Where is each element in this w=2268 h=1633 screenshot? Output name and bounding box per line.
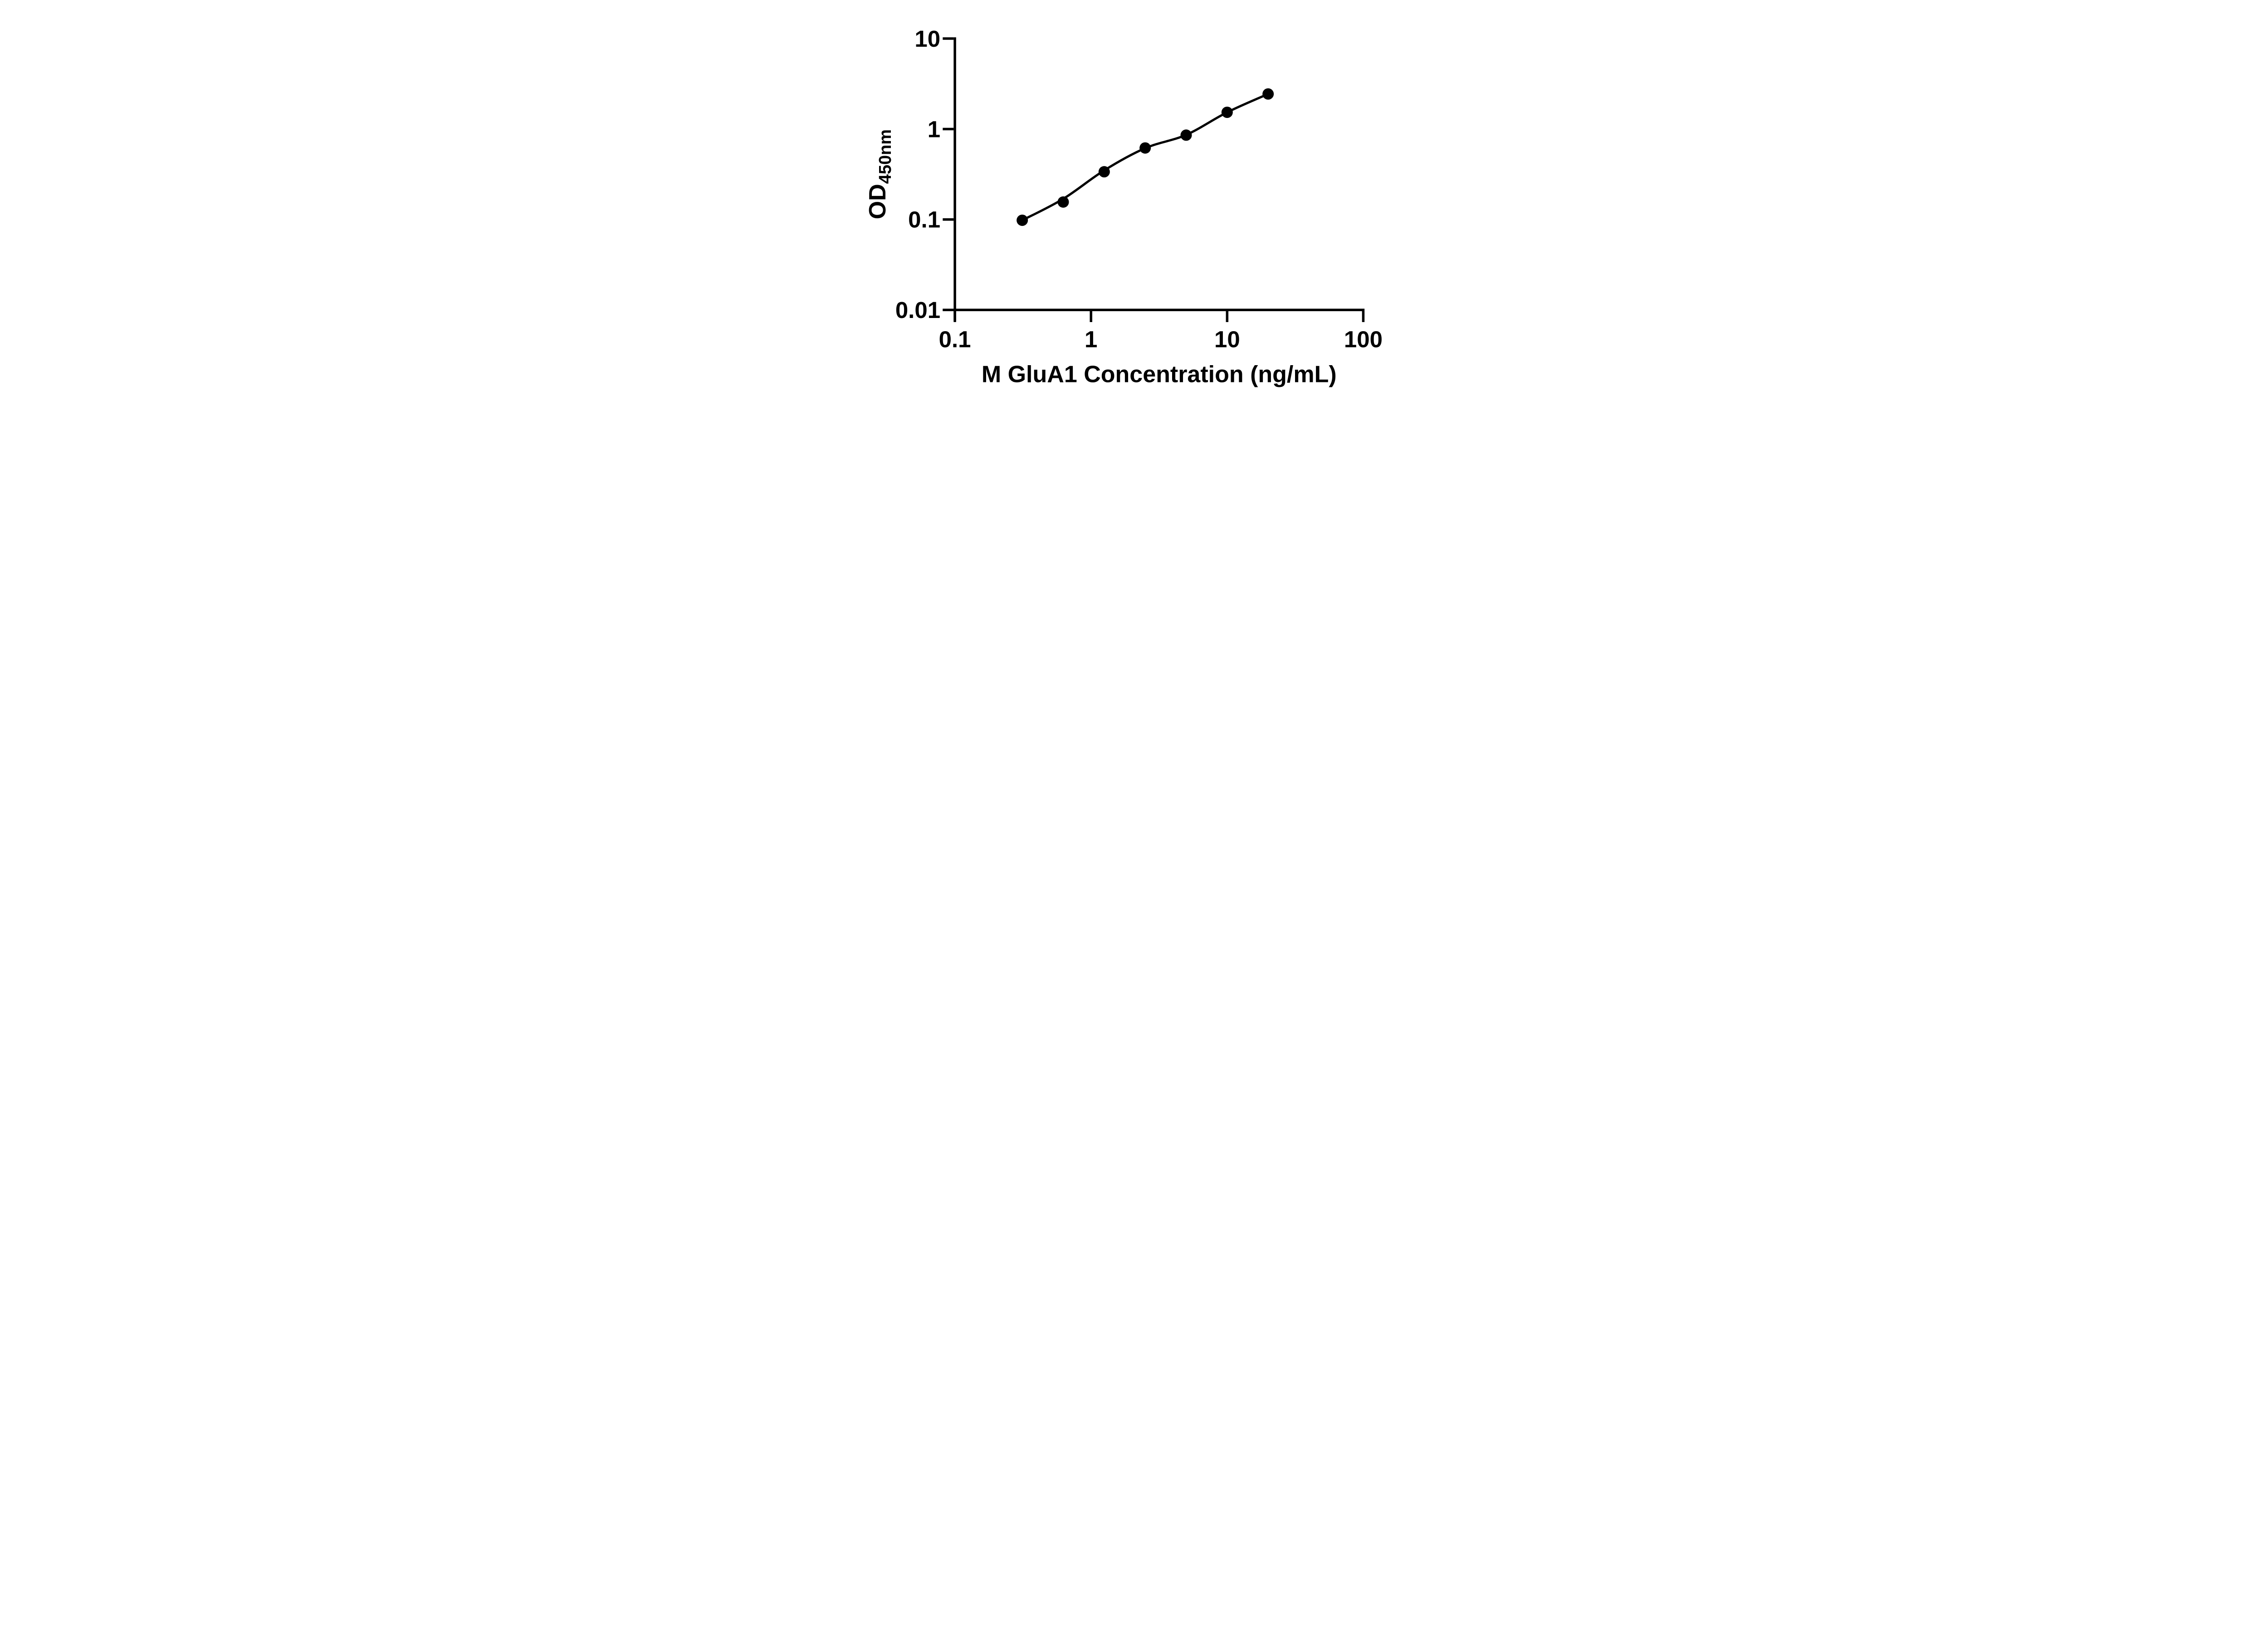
- x-tick-label: 100: [1344, 326, 1383, 352]
- data-point-marker: [1221, 107, 1233, 118]
- x-tick-label: 0.1: [939, 326, 971, 352]
- axes: [943, 37, 1365, 321]
- data-point-marker: [1262, 88, 1274, 100]
- x-axis-title: M GluA1 Concentration (ng/mL): [982, 361, 1337, 387]
- data-point-marker: [1057, 196, 1069, 208]
- y-tick-label: 0.01: [895, 297, 940, 323]
- standard-curve-chart: 0.01 0.1 1 10 0.1 1 10 100 M GluA1 Concentrati…: [842, 0, 1426, 409]
- y-tick-label: 10: [914, 26, 940, 52]
- plot-series: [1017, 88, 1274, 226]
- y-tick-label: 1: [928, 116, 940, 142]
- x-axis-ticks: 0.1 1 10 100: [939, 311, 1383, 352]
- y-tick-label: 0.1: [908, 207, 940, 233]
- y-axis-title: OD450nm: [865, 129, 895, 219]
- y-axis-ticks: 0.01 0.1 1 10: [895, 26, 954, 323]
- data-point-marker: [1017, 215, 1028, 226]
- y-axis-title-subscript: 450nm: [876, 129, 895, 184]
- y-axis-title-main: OD: [865, 184, 891, 219]
- x-tick-label: 1: [1085, 326, 1097, 352]
- elisa-standard-curve-figure: 0.01 0.1 1 10 0.1 1 10 100 M GluA1 Concentrati…: [842, 0, 1426, 409]
- data-point-markers: [1017, 88, 1274, 226]
- data-point-marker: [1180, 129, 1192, 141]
- data-point-marker: [1139, 142, 1151, 154]
- x-tick-label: 10: [1214, 326, 1240, 352]
- data-point-marker: [1098, 166, 1110, 178]
